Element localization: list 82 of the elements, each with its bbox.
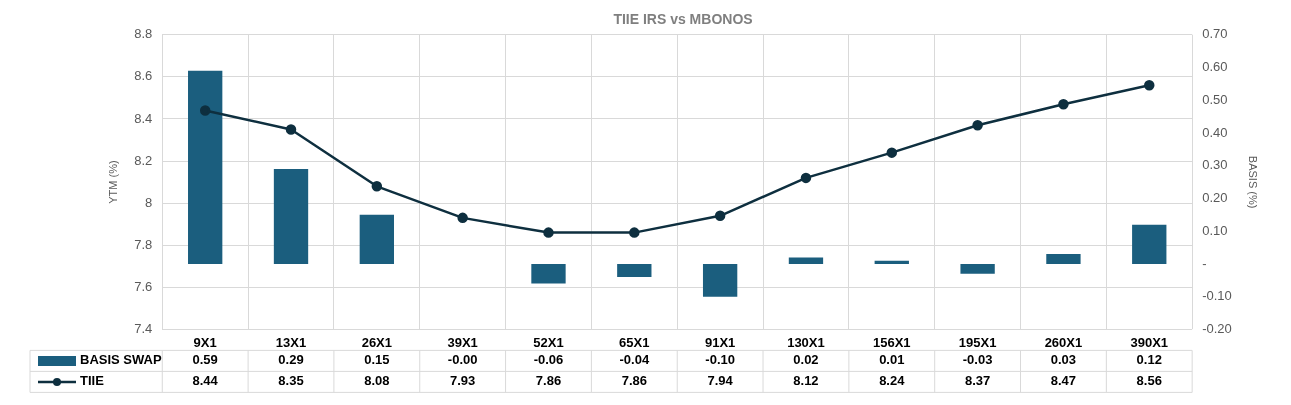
point [972,120,983,131]
point [457,212,468,224]
y2-tick-label: -0.10 [1202,288,1232,304]
x-tick-label: 130X1 [787,334,825,350]
y-tick-label: 8.4 [134,110,153,126]
y-tick-label: 7.8 [134,236,153,252]
data-label: 0.29 [278,352,304,368]
y2-tick-label: 0.10 [1202,222,1228,238]
x-tick-label: 52X1 [533,334,564,350]
data-label: 8.12 [793,373,819,389]
point [543,227,554,238]
data-label: -0.03 [962,352,993,368]
x-tick-label: 91X1 [704,334,736,350]
point [886,147,898,158]
x-tick-label: 26X1 [361,334,393,350]
data-label: 7.93 [450,373,476,389]
point [1144,80,1155,91]
legend-label: TIIE [80,373,105,389]
y2-tick-label: -0.20 [1202,320,1232,336]
point [371,181,383,192]
y-tick-label: 8.6 [134,68,153,84]
x-tick-label: 13X1 [275,334,307,350]
x-tick-label: 39X1 [447,334,478,350]
y-tick-label: 8 [145,194,153,210]
x-tick-label: 156X1 [872,334,911,350]
y2-tick-label: 0.20 [1202,190,1228,206]
y-tick-label: 7.6 [134,278,153,294]
y2-tick-label: 0.70 [1202,26,1228,42]
y2-tick-label: 0.60 [1202,59,1228,75]
bar [273,169,309,264]
bar [531,263,566,284]
point [629,227,640,238]
bar [359,214,394,264]
data-label: 8.37 [964,373,991,389]
data-label: -0.06 [533,352,564,368]
y-tick-label: 8.8 [134,26,153,42]
point [1058,98,1069,110]
data-label: 7.86 [621,373,647,389]
data-label: -0.00 [447,352,478,368]
data-label: 8.08 [364,373,390,389]
bar [1046,254,1081,264]
y-tick-label: 8.2 [134,152,153,168]
y-axis-title: YTM (%) [106,160,119,204]
y2-tick-label: - [1202,255,1207,271]
bar [1132,224,1167,264]
data-label: 0.59 [192,352,218,368]
data-label: 0.12 [1136,352,1162,368]
bar [874,260,909,264]
x-tick-label: 390X1 [1130,334,1169,350]
x-tick-label: 9X1 [193,334,217,350]
point [285,124,297,135]
data-label: 8.35 [278,373,304,389]
y2-tick-label: 0.30 [1202,157,1228,173]
point [800,172,812,184]
data-label: 0.15 [364,352,390,368]
data-label: 8.47 [1050,373,1077,389]
data-label: 8.56 [1136,373,1162,389]
y2-tick-label: 0.40 [1202,124,1228,140]
bar [617,263,652,278]
data-label: -0.10 [705,352,735,368]
data-label: -0.04 [619,352,650,368]
bar [960,263,995,274]
y2-axis-title: BASIS (%) [1247,155,1260,209]
legend-label: BASIS SWAP [80,352,162,368]
chart-title: TIIE IRS vs MBONOS [613,11,753,28]
bar [788,257,824,264]
y2-tick-label: 0.50 [1202,91,1228,107]
data-label: 0.03 [1050,352,1077,368]
x-tick-label: 195X1 [958,334,997,350]
x-tick-label: 260X1 [1044,334,1083,350]
data-label: 8.44 [192,373,219,389]
data-label: 7.94 [707,373,734,389]
data-label: 8.24 [879,373,906,389]
y-tick-label: 7.4 [134,320,153,336]
data-label: 0.01 [879,352,905,368]
point [714,210,726,222]
bar [702,263,738,297]
bar [188,70,223,264]
x-tick-label: 65X1 [619,334,650,350]
data-label: 7.86 [535,373,562,389]
data-label: 0.02 [793,352,819,368]
point [199,105,211,116]
